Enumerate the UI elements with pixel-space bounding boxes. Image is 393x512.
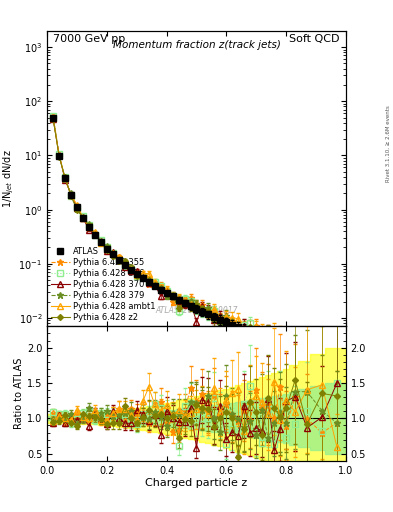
Y-axis label: Ratio to ATLAS: Ratio to ATLAS	[14, 358, 24, 429]
Text: Rivet 3.1.10, ≥ 2.6M events: Rivet 3.1.10, ≥ 2.6M events	[386, 105, 391, 182]
Text: Soft QCD: Soft QCD	[289, 34, 340, 44]
Text: 7000 GeV pp: 7000 GeV pp	[53, 34, 125, 44]
Y-axis label: 1/N$_{jet}$ dN/dz: 1/N$_{jet}$ dN/dz	[1, 149, 16, 208]
Text: ATLAS_2011_I919017: ATLAS_2011_I919017	[155, 306, 238, 314]
Text: Momentum fraction z(track jets): Momentum fraction z(track jets)	[112, 39, 281, 50]
Legend: ATLAS, Pythia 6.428 355, Pythia 6.428 356, Pythia 6.428 370, Pythia 6.428 379, P: ATLAS, Pythia 6.428 355, Pythia 6.428 35…	[50, 245, 157, 324]
X-axis label: Charged particle z: Charged particle z	[145, 478, 248, 488]
